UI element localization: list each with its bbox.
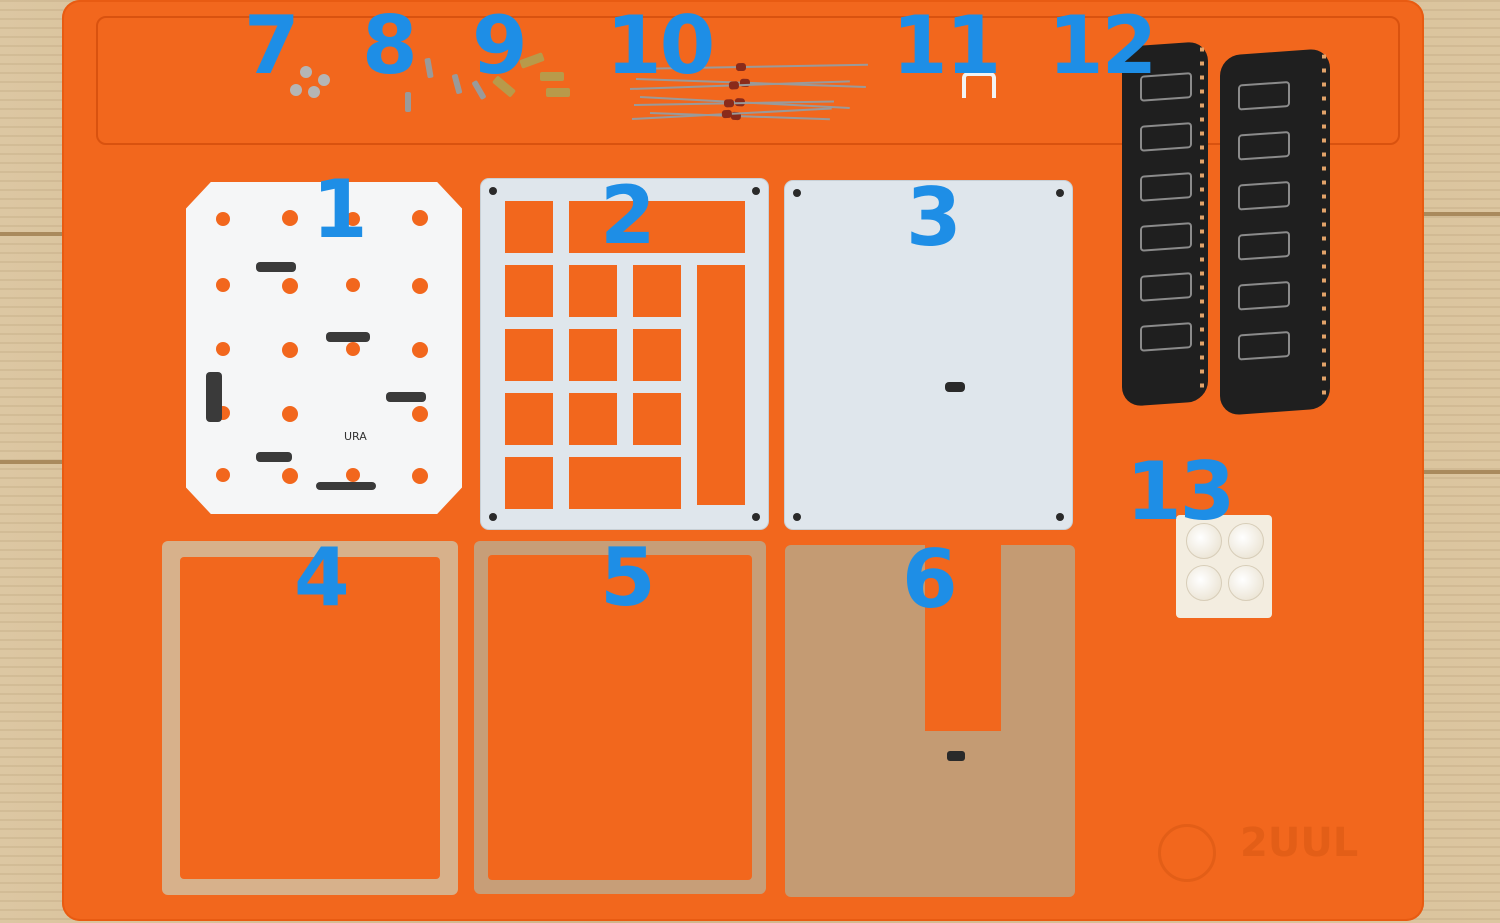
led-reel-right	[1220, 48, 1330, 416]
part-number-13: 13	[1126, 445, 1235, 538]
parts-tray-outline	[96, 16, 1400, 145]
part-number-5: 5	[600, 531, 656, 624]
part-number-2: 2	[600, 169, 656, 262]
mdf-frame	[474, 541, 766, 894]
clear-frame	[162, 541, 458, 895]
part-number-10: 10	[606, 0, 715, 92]
part-number-4: 4	[294, 531, 350, 624]
brand-logo-icon	[1158, 824, 1216, 882]
reset-switch-11	[962, 72, 996, 98]
part-number-6: 6	[902, 533, 958, 626]
part-number-8: 8	[362, 0, 418, 92]
part-number-12: 12	[1048, 0, 1157, 92]
mdf-plate	[785, 545, 1075, 897]
led-reel-left	[1122, 40, 1208, 408]
brand-text: 2UUL	[1240, 820, 1359, 866]
part-number-11: 11	[892, 0, 1001, 92]
plank-seam	[0, 460, 70, 464]
part-number-9: 9	[472, 0, 528, 92]
pcb-label: URA	[344, 430, 367, 443]
plank-seam	[1410, 212, 1500, 216]
plank-seam	[0, 232, 70, 236]
switch-plate	[481, 179, 768, 529]
pcb-board: URA	[186, 182, 462, 514]
bottom-plate	[785, 181, 1072, 529]
part-number-7: 7	[244, 0, 300, 92]
plank-seam	[1410, 470, 1500, 474]
part-number-3: 3	[906, 171, 962, 264]
rubber-feet-sheet	[1176, 515, 1272, 618]
part-number-1: 1	[312, 163, 368, 256]
